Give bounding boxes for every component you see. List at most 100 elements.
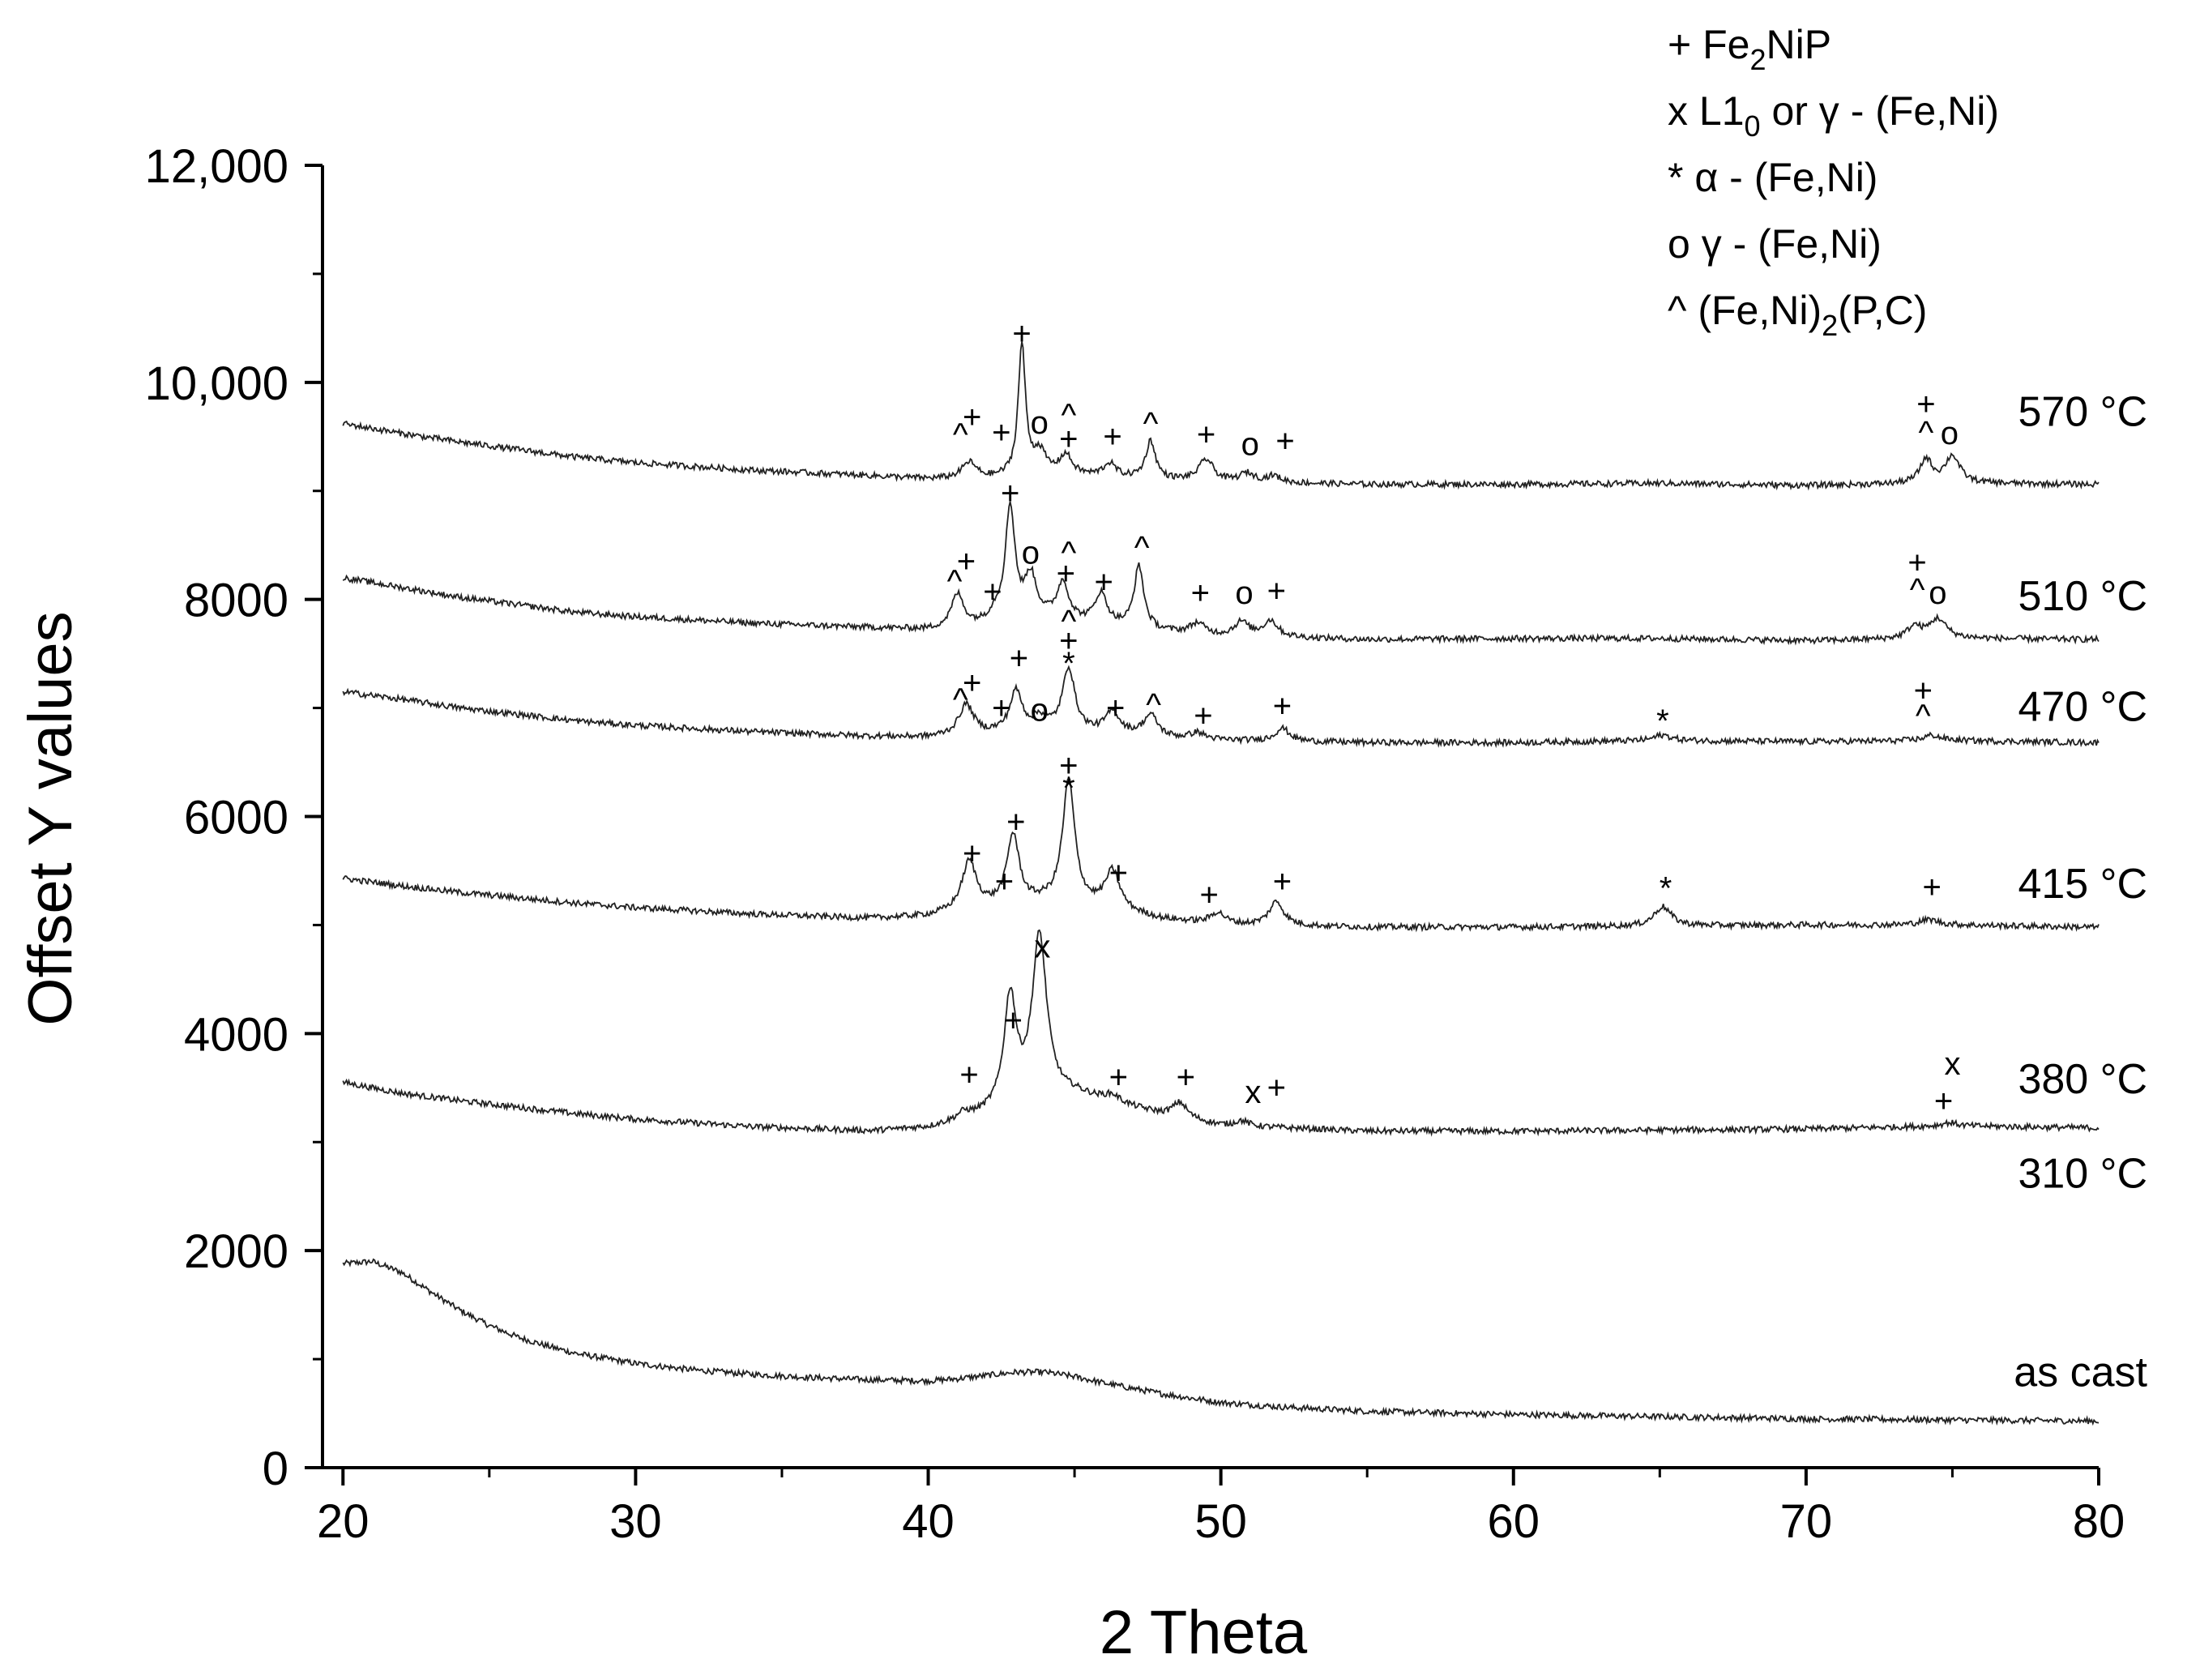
- peak-marker: +: [1922, 870, 1941, 905]
- peak-marker: +: [957, 544, 976, 579]
- peak-marker: +: [1106, 690, 1125, 726]
- y-tick-label: 6000: [184, 792, 288, 844]
- series-label: as cast: [2014, 1349, 2147, 1396]
- peak-marker: x: [1944, 1046, 1960, 1082]
- y-ticks: 0 2000 4000 6000 8000 10,000 12,000: [145, 140, 323, 1495]
- peak-marker: +: [1059, 623, 1078, 659]
- peak-marker: +: [1914, 673, 1933, 709]
- peak-marker: +: [1177, 1059, 1195, 1095]
- peak-marker: +: [1109, 1059, 1128, 1095]
- series-line-5: [342, 501, 2100, 646]
- peak-marker: x: [1034, 930, 1050, 965]
- legend-subscript: 2: [1749, 43, 1766, 76]
- legend-entry: x L10 or γ - (Fe,Ni): [1668, 88, 1999, 143]
- plot-area: ++x+ + x +x+++++*++ + * ++^ ++o+^*+ ^ + + *+^+^ ++o ^…: [342, 316, 2100, 1426]
- peak-marker: +: [1109, 856, 1128, 891]
- peak-marker: o: [1941, 416, 1959, 451]
- peak-marker: ^: [1061, 397, 1076, 433]
- series-label: 310 °C: [2018, 1150, 2147, 1197]
- series-label: 380 °C: [2018, 1056, 2147, 1103]
- peak-marker: ^: [1134, 530, 1150, 566]
- y-tick-label: 2000: [184, 1225, 288, 1278]
- peak-marker: +: [1001, 476, 1019, 511]
- peak-marker: ^: [953, 417, 968, 453]
- peak-marker: +: [992, 690, 1010, 726]
- legend-entry: + Fe2NiP: [1668, 22, 1831, 76]
- peak-marker: ^: [1910, 572, 1925, 608]
- series-labels: as cast 310 °C 380 °C 415 °C 470 °C 510 °C 570…: [2014, 388, 2147, 1396]
- peak-marker: ^: [953, 682, 968, 717]
- x-tick-label: 50: [1194, 1495, 1247, 1548]
- legend-symbol: +: [1668, 22, 1702, 67]
- x-tick-label: 60: [1488, 1495, 1540, 1548]
- series-line-0: [342, 1258, 2100, 1426]
- series-label: 415 °C: [2018, 861, 2147, 908]
- y-tick-label: 12,000: [145, 140, 288, 193]
- peak-marker: +: [1191, 575, 1210, 611]
- peak-marker: *: [1062, 646, 1075, 682]
- legend-entry: o γ - (Fe,Ni): [1668, 221, 1882, 267]
- legend-symbol: *: [1668, 155, 1694, 200]
- series-line-2: [342, 929, 2100, 1137]
- peak-marker: +: [963, 400, 981, 435]
- x-tick-label: 40: [902, 1495, 955, 1548]
- peak-marker: x: [1245, 1075, 1261, 1110]
- peak-marker: +: [983, 575, 1002, 610]
- peak-marker: +: [1200, 877, 1219, 913]
- peak-marker: +: [1934, 1084, 1953, 1119]
- peak-marker: o: [1022, 535, 1040, 571]
- y-tick-label: 10,000: [145, 357, 288, 410]
- peak-marker: *: [1062, 771, 1075, 806]
- peak-marker: o: [1929, 575, 1946, 611]
- legend-subscript: 2: [1822, 309, 1838, 342]
- peak-marker: +: [1059, 421, 1078, 457]
- y-tick-label: 4000: [184, 1008, 288, 1061]
- peak-marker: ^: [947, 563, 963, 599]
- legend-text: L1: [1699, 88, 1745, 134]
- y-tick-label: 8000: [184, 575, 288, 627]
- legend-entry: * α - (Fe,Ni): [1668, 155, 1877, 200]
- legend-text: α - (Fe,Ni): [1694, 155, 1877, 200]
- peak-marker: +: [1006, 805, 1025, 840]
- x-ticks: 20 30 40 50 60 70 80: [317, 1468, 2125, 1548]
- x-axis-title: 2 Theta: [1100, 1598, 1308, 1667]
- legend-tail: NiP: [1766, 22, 1831, 67]
- legend-tail: or γ - (Fe,Ni): [1761, 88, 1999, 134]
- peak-marker: +: [1012, 316, 1031, 352]
- peak-marker: ^: [1146, 687, 1161, 723]
- series-line-3: [342, 776, 2100, 933]
- peak-marker: o: [1241, 427, 1259, 463]
- x-tick-label: 20: [317, 1495, 370, 1548]
- peak-marker: +: [959, 1058, 978, 1093]
- series-label: 570 °C: [2018, 388, 2147, 435]
- series-line-6: [342, 341, 2100, 491]
- peak-marker: o: [1031, 405, 1049, 441]
- peak-marker: ^: [1061, 604, 1076, 639]
- peak-marker: +: [1057, 556, 1075, 592]
- peak-marker: +: [1059, 748, 1078, 784]
- legend-text: γ - (Fe,Ni): [1702, 221, 1882, 267]
- series-label: 470 °C: [2018, 684, 2147, 731]
- y-axis-title: Offset Y values: [16, 611, 85, 1025]
- peak-marker: +: [1010, 640, 1028, 676]
- peak-marker: +: [992, 415, 1010, 451]
- legend-tail: (P,C): [1838, 288, 1927, 333]
- peak-marker: ^: [1916, 698, 1931, 733]
- peak-marker: +: [1275, 424, 1294, 460]
- legend-text: (Fe,Ni): [1698, 288, 1822, 333]
- x-tick-label: 30: [609, 1495, 662, 1548]
- peak-marker: +: [963, 665, 981, 701]
- legend-text: Fe: [1702, 22, 1749, 67]
- peak-marker: o: [1235, 575, 1253, 611]
- series-label: 510 °C: [2018, 573, 2147, 620]
- axes: 20 30 40 50 60 70 80 0 2000 4000 6000 8000 10,000 12…: [145, 140, 2125, 1548]
- legend-symbol: o: [1668, 221, 1702, 267]
- series-line-4: [342, 665, 2100, 749]
- peak-marker: ^: [1061, 535, 1076, 571]
- peak-marker: +: [995, 864, 1014, 900]
- peak-marker: +: [1273, 864, 1292, 900]
- x-tick-label: 70: [1780, 1495, 1833, 1548]
- peak-marker: o: [1031, 693, 1049, 729]
- legend-entry: ^ (Fe,Ni)2(P,C): [1668, 288, 1927, 342]
